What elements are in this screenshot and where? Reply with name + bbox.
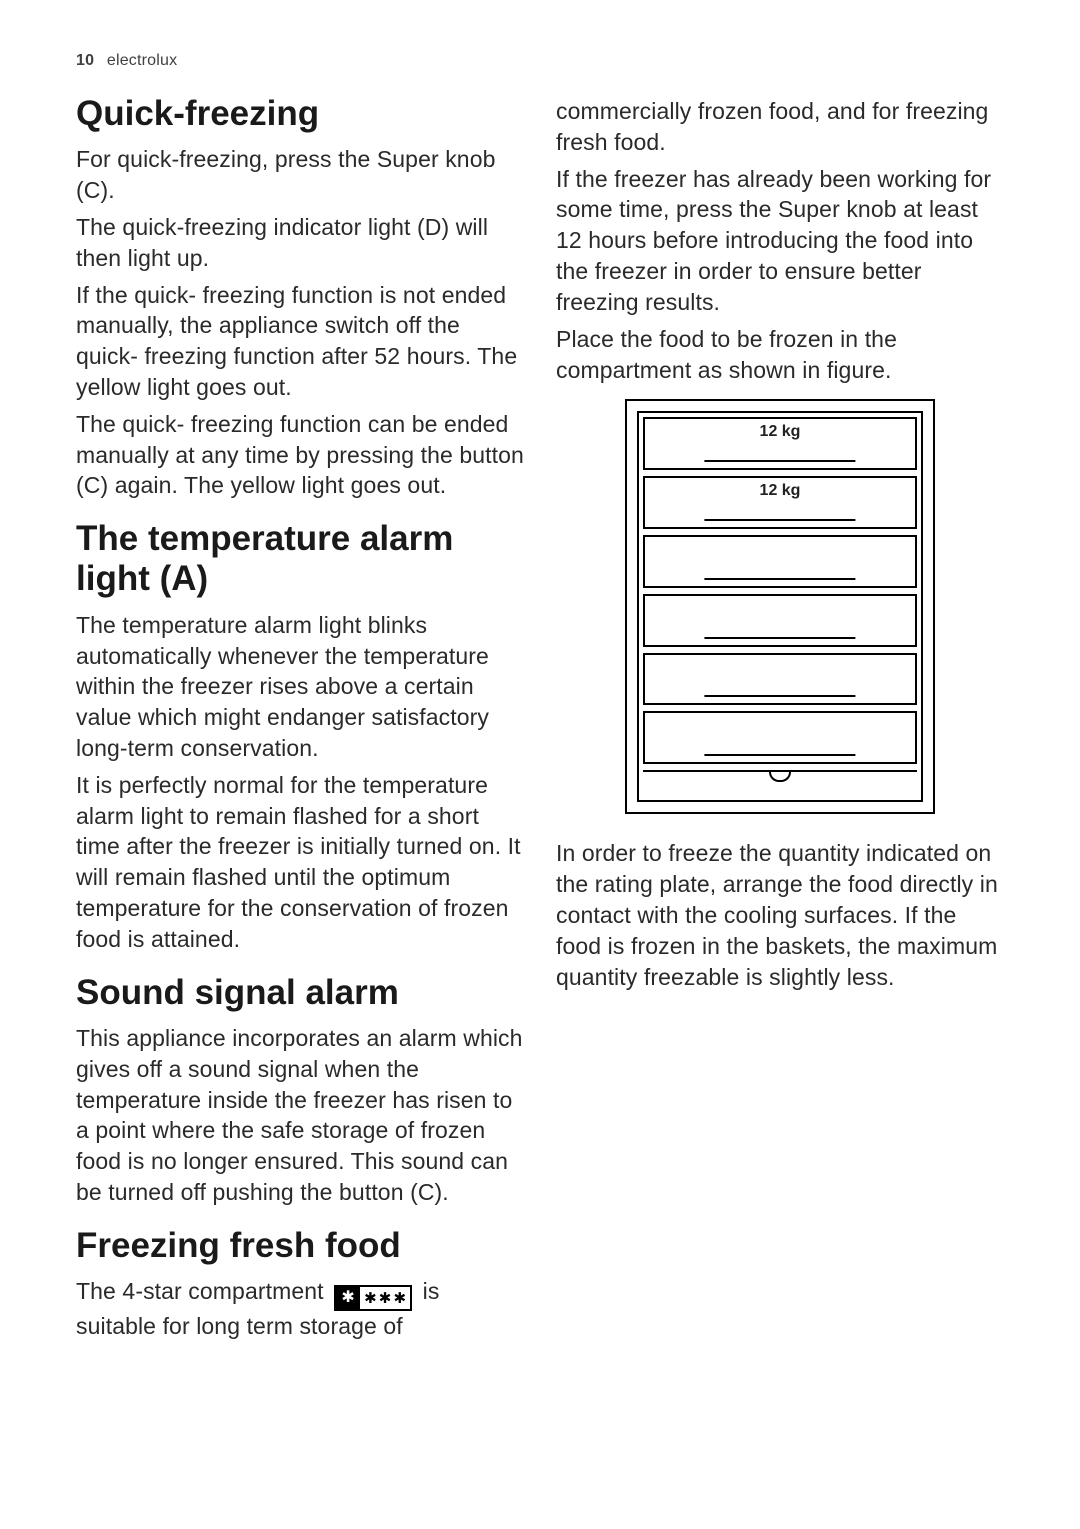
body-text: For quick-freezing, press the Super knob…	[76, 144, 524, 206]
running-head: 10 electrolux	[76, 52, 1004, 70]
body-text: The quick- freezing function can be ende…	[76, 409, 524, 501]
freezer-shelf	[643, 594, 917, 647]
four-star-icon: ✱ ✱✱✱	[334, 1279, 412, 1311]
freezer-outer-frame: 12 kg 12 kg	[625, 399, 935, 814]
body-text: The 4-star compartment ✱ ✱✱✱ is suitable…	[76, 1276, 524, 1342]
body-text: This appliance incorporates an alarm whi…	[76, 1023, 524, 1208]
section-heading-temp-alarm: The temperature alarm light (A)	[76, 519, 524, 600]
section-heading-sound-alarm: Sound signal alarm	[76, 973, 524, 1013]
left-column: Quick-freezing For quick-freezing, press…	[76, 90, 524, 1469]
shelf-handle	[704, 519, 855, 529]
freezer-shelf	[643, 535, 917, 588]
shelf-handle	[704, 637, 855, 647]
freezer-diagram: 12 kg 12 kg	[625, 399, 935, 814]
shelf-handle	[704, 754, 855, 764]
two-column-layout: Quick-freezing For quick-freezing, press…	[76, 90, 1004, 1469]
freezer-kickplate	[643, 770, 917, 794]
shelf-handle	[704, 578, 855, 588]
body-text: It is perfectly normal for the temperatu…	[76, 770, 524, 955]
shelf-weight-label: 12 kg	[760, 423, 801, 441]
body-text: The temperature alarm light blinks autom…	[76, 610, 524, 764]
body-text: commercially frozen food, and for freezi…	[556, 96, 1004, 158]
freezer-shelf	[643, 711, 917, 764]
shelf-weight-label: 12 kg	[760, 482, 801, 500]
freezer-shelf: 12 kg	[643, 417, 917, 470]
freezer-shelf: 12 kg	[643, 476, 917, 529]
body-text: Place the food to be frozen in the compa…	[556, 324, 1004, 386]
section-heading-freezing-food: Freezing fresh food	[76, 1226, 524, 1266]
body-text-fragment: The 4-star compartment	[76, 1278, 330, 1304]
brand-name: electrolux	[107, 52, 177, 69]
section-heading-quick-freezing: Quick-freezing	[76, 94, 524, 134]
freezer-shelf	[643, 653, 917, 706]
body-text: The quick-freezing indicator light (D) w…	[76, 212, 524, 274]
manual-page: 10 electrolux Quick-freezing For quick-f…	[0, 0, 1080, 1529]
freezer-shelf-stack: 12 kg 12 kg	[643, 417, 917, 764]
body-text: If the freezer has already been working …	[556, 164, 1004, 318]
body-text: In order to freeze the quantity indicate…	[556, 838, 1004, 992]
shelf-handle	[704, 460, 855, 470]
body-text: If the quick- freezing function is not e…	[76, 280, 524, 403]
four-star-main-icon: ✱	[336, 1287, 360, 1309]
right-column: commercially frozen food, and for freezi…	[556, 90, 1004, 1469]
shelf-handle	[704, 695, 855, 705]
freezer-inner-frame: 12 kg 12 kg	[637, 411, 923, 802]
page-number: 10	[76, 52, 94, 69]
four-star-rest-icon: ✱✱✱	[360, 1291, 410, 1306]
